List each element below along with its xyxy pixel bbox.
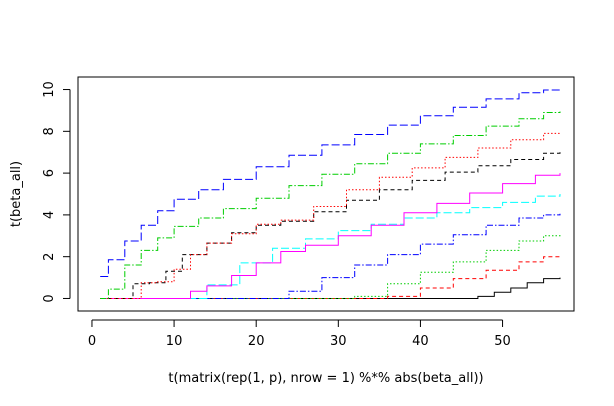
series-line-s7 bbox=[100, 152, 561, 299]
y-tick-label: 6 bbox=[42, 169, 57, 177]
series-line-s9 bbox=[100, 111, 561, 299]
y-axis: 0 2 4 6 8 10 bbox=[42, 81, 71, 303]
plot-frame bbox=[77, 76, 575, 312]
series-line-s6 bbox=[100, 173, 561, 299]
y-tick-label: 10 bbox=[42, 81, 57, 98]
x-tick-label: 30 bbox=[330, 334, 347, 349]
series-line-s3 bbox=[100, 234, 561, 299]
x-axis: 0 10 20 30 40 50 bbox=[88, 319, 511, 349]
x-tick-label: 40 bbox=[412, 334, 429, 349]
series-line-s1 bbox=[100, 277, 561, 299]
x-axis-label: t(matrix(rep(1, p), nrow = 1) %*% abs(be… bbox=[168, 371, 483, 386]
x-tick-label: 50 bbox=[494, 334, 511, 349]
x-tick-label: 20 bbox=[248, 334, 265, 349]
y-tick-label: 2 bbox=[42, 253, 57, 261]
y-tick-label: 4 bbox=[42, 211, 57, 219]
series-line-s10 bbox=[100, 89, 561, 277]
series-line-s2 bbox=[100, 255, 561, 299]
series-layer bbox=[100, 89, 561, 299]
y-axis-label: t(beta_all) bbox=[9, 161, 24, 227]
series-line-s4 bbox=[100, 213, 561, 299]
y-tick-label: 8 bbox=[42, 127, 57, 135]
x-tick-label: 10 bbox=[166, 334, 183, 349]
x-tick-label: 0 bbox=[88, 334, 96, 349]
y-tick-label: 0 bbox=[42, 294, 57, 302]
series-line-s8 bbox=[100, 132, 561, 299]
series-line-s5 bbox=[100, 194, 561, 299]
